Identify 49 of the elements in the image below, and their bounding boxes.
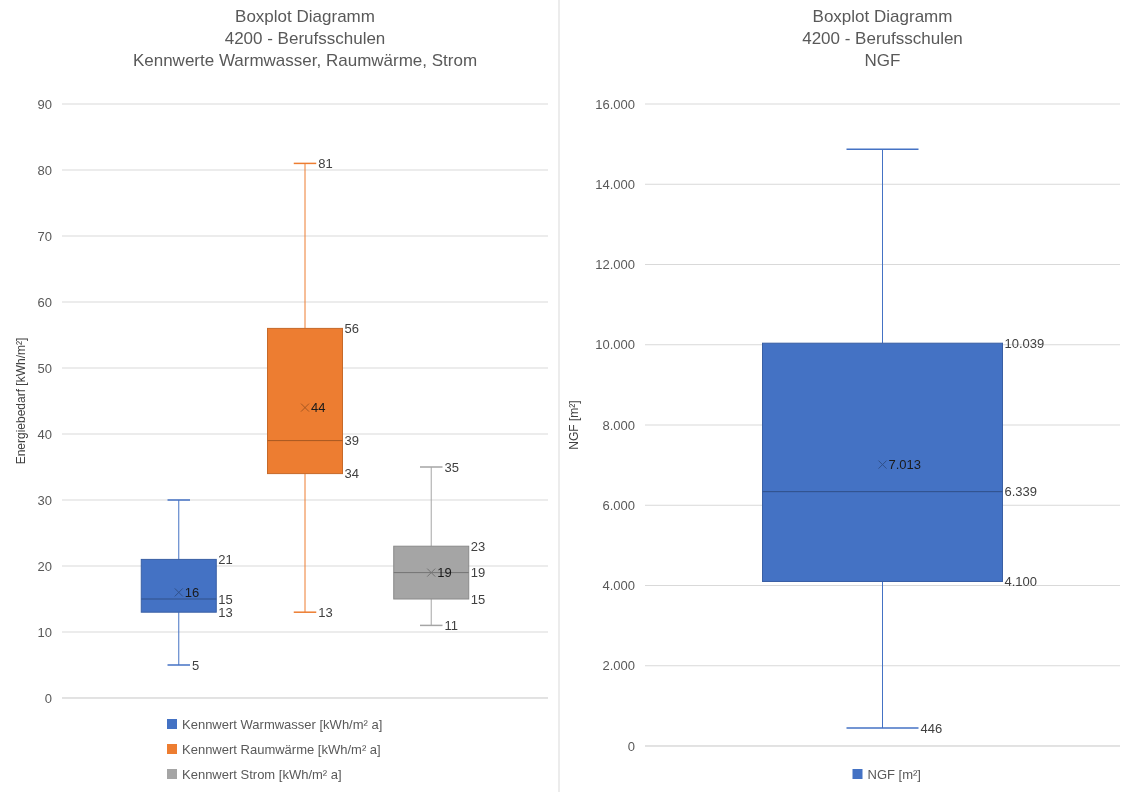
annotation: 35 <box>444 459 459 475</box>
chart-title: Boxplot Diagramm 4200 - Berufsschulen NGF <box>802 7 963 70</box>
y-tick-label: 80 <box>37 162 52 178</box>
y-tick-label: 40 <box>37 426 52 442</box>
y-tick-label: 10.000 <box>595 337 635 353</box>
annotation: 4.100 <box>1004 574 1038 590</box>
annotation: 56 <box>344 320 359 336</box>
annotation: 446 <box>920 720 943 736</box>
annotation: 11 <box>444 617 458 633</box>
annotation: 15 <box>470 591 486 607</box>
annotation: 5 <box>192 657 200 673</box>
annotation: 39 <box>344 433 359 449</box>
y-tick-label: 6.000 <box>602 497 635 513</box>
annotation: 15 <box>218 591 233 607</box>
annotation: 23 <box>470 538 486 554</box>
annotation: 16 <box>184 584 200 600</box>
y-tick-label: 50 <box>37 360 52 376</box>
annotation: 6.339 <box>1004 484 1038 500</box>
annotation: 44 <box>311 400 326 416</box>
y-axis-title: Energiebedarf [kWh/m²] <box>14 337 28 465</box>
y-tick-label: 4.000 <box>602 578 635 594</box>
annotation: 34 <box>344 466 359 482</box>
annotation: 10.039 <box>1004 335 1045 351</box>
y-tick-label: 16.000 <box>595 96 635 112</box>
chart-title: Boxplot Diagramm 4200 - Berufsschulen Kennwerte Warmwasser, Raumwärme, Strom <box>132 7 478 70</box>
annotation: 13 <box>318 604 333 620</box>
y-tick-label: 60 <box>37 294 52 310</box>
annotation: 19 <box>470 565 486 581</box>
annotation: 21 <box>218 551 233 567</box>
annotation: 13 <box>218 604 233 620</box>
y-axis-title: NGF [m²] <box>567 400 581 450</box>
annotation: 7.013 <box>888 457 922 473</box>
annotation: 81 <box>318 155 333 171</box>
y-tick-label: 8.000 <box>602 417 635 433</box>
legend-label: Kennwert Warmwasser [kWh/m² a] <box>182 716 383 732</box>
y-tick-label: 20 <box>37 558 52 574</box>
legend-label: Kennwert Strom [kWh/m² a] <box>182 766 342 782</box>
y-tick-label: 12.000 <box>595 257 635 273</box>
legend-label: Kennwert Raumwärme [kWh/m² a] <box>182 741 381 757</box>
y-tick-label: 70 <box>37 228 52 244</box>
y-tick-label: 0 <box>627 738 635 754</box>
legend-label: NGF [m²] <box>867 766 921 782</box>
y-tick-label: 0 <box>44 690 52 706</box>
annotation: 19 <box>437 565 452 581</box>
y-tick-label: 30 <box>37 492 52 508</box>
y-tick-label: 2.000 <box>602 658 635 674</box>
y-tick-label: 90 <box>37 96 52 112</box>
y-tick-label: 10 <box>37 624 52 640</box>
y-tick-label: 14.000 <box>595 176 635 192</box>
